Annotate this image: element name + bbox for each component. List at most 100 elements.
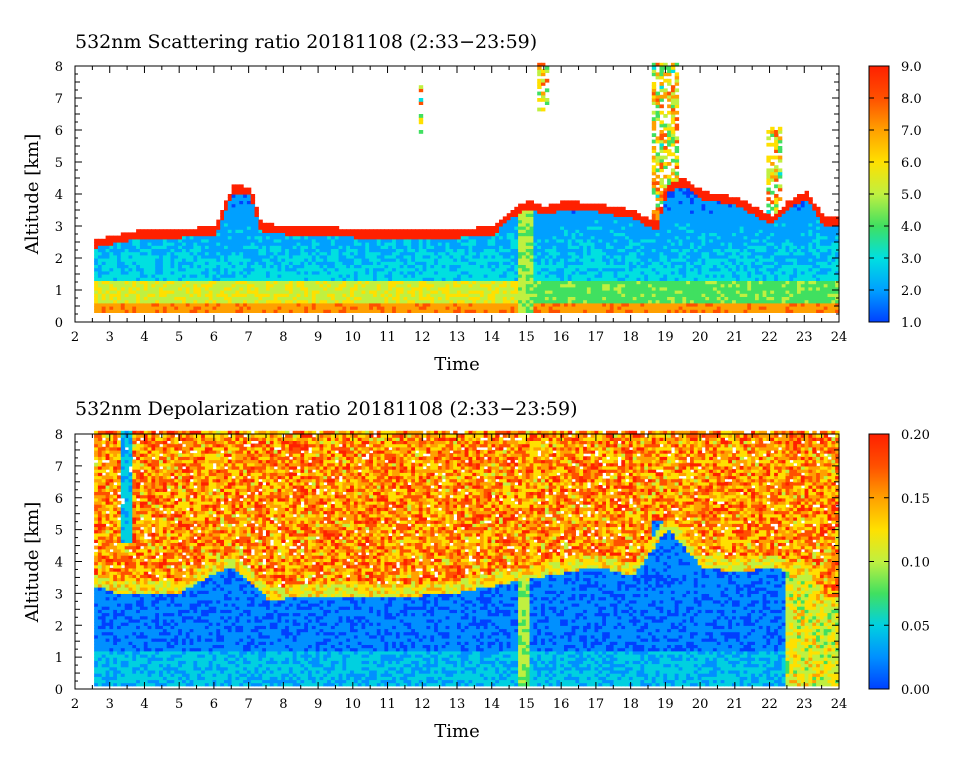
- data-cell: [209, 226, 213, 230]
- data-cell: [300, 226, 304, 230]
- data-cell: [213, 226, 217, 230]
- data-cell: [625, 210, 629, 214]
- data-cell: [556, 204, 560, 208]
- data-cell: [419, 229, 423, 233]
- data-cell: [663, 124, 667, 128]
- data-cell: [197, 226, 201, 230]
- data-cell: [671, 152, 675, 156]
- data-cell: [675, 146, 679, 150]
- data-cell: [660, 191, 664, 195]
- data-cell: [660, 130, 664, 134]
- data-cell: [663, 162, 667, 166]
- data-cell: [537, 79, 541, 83]
- data-cell: [564, 200, 568, 204]
- data-cell: [667, 111, 671, 115]
- data-cell: [579, 204, 583, 208]
- data-cell: [407, 229, 411, 233]
- data-cell: [278, 226, 282, 230]
- data-cell: [663, 88, 667, 92]
- data-cell: [308, 226, 312, 230]
- data-cell: [193, 229, 197, 233]
- data-cell: [660, 82, 664, 86]
- data-cell: [663, 140, 667, 144]
- data-cell: [675, 124, 679, 128]
- data-cell: [541, 69, 545, 73]
- data-cell: [362, 229, 366, 233]
- data-cell: [648, 220, 652, 224]
- data-cell: [617, 207, 621, 211]
- data-cell: [537, 98, 541, 102]
- data-cell: [388, 229, 392, 233]
- data-cell: [94, 239, 98, 243]
- data-cell: [117, 236, 121, 240]
- data-cell: [228, 194, 232, 198]
- data-cell: [171, 229, 175, 233]
- data-cell: [419, 85, 423, 89]
- data-cell: [400, 229, 404, 233]
- data-cell: [312, 226, 316, 230]
- data-cell: [132, 232, 136, 236]
- data-cell: [186, 229, 190, 233]
- data-cell: [419, 98, 423, 102]
- data-cell: [255, 207, 259, 211]
- data-cell: [232, 184, 236, 188]
- data-cell: [675, 136, 679, 140]
- data-cell: [472, 229, 476, 233]
- data-cell: [113, 236, 117, 240]
- data-cell: [453, 229, 457, 233]
- data-cell: [656, 152, 660, 156]
- data-cell: [545, 98, 549, 102]
- data-cell: [239, 184, 243, 188]
- data-cell: [652, 146, 656, 150]
- data-cell: [495, 223, 499, 227]
- data-cell: [354, 229, 358, 233]
- data-cell: [434, 229, 438, 233]
- data-cell: [629, 210, 633, 214]
- data-cell: [671, 127, 675, 131]
- data-cell: [503, 216, 507, 220]
- data-cell: [675, 88, 679, 92]
- data-cell: [178, 229, 182, 233]
- data-cell: [667, 149, 671, 153]
- data-cell: [396, 229, 400, 233]
- data-cell: [526, 200, 530, 204]
- data-cell: [331, 226, 335, 230]
- data-cell: [109, 236, 113, 240]
- data-cell: [136, 229, 140, 233]
- data-cell: [297, 226, 301, 230]
- data-cell: [660, 120, 664, 124]
- data-cell: [541, 92, 545, 96]
- data-cell: [667, 124, 671, 128]
- data-cell: [541, 207, 545, 211]
- data-cell: [675, 172, 679, 176]
- data-cell: [606, 207, 610, 211]
- data-cell: [484, 226, 488, 230]
- data-cell: [335, 226, 339, 230]
- data-cell: [316, 226, 320, 230]
- data-cell: [243, 188, 247, 192]
- data-cell: [656, 175, 660, 179]
- plot-area: [94, 63, 840, 313]
- data-cell: [656, 168, 660, 172]
- data-cell: [675, 156, 679, 160]
- data-cell: [591, 204, 595, 208]
- data-cell: [663, 156, 667, 160]
- data-cell: [602, 204, 606, 208]
- data-cell: [518, 204, 522, 208]
- data-cell: [663, 79, 667, 83]
- data-cell: [201, 226, 205, 230]
- data-cell: [667, 104, 671, 108]
- data-cell: [537, 108, 541, 112]
- data-cell: [667, 162, 671, 166]
- data-cell: [281, 226, 285, 230]
- data-cell: [675, 111, 679, 115]
- data-cell: [541, 108, 545, 112]
- data-cell: [663, 114, 667, 118]
- data-cell: [682, 178, 686, 182]
- data-cell: [342, 229, 346, 233]
- data-cell: [442, 229, 446, 233]
- data-cell: [144, 229, 148, 233]
- data-cell: [660, 95, 664, 99]
- data-cell: [392, 229, 396, 233]
- data-cell: [583, 204, 587, 208]
